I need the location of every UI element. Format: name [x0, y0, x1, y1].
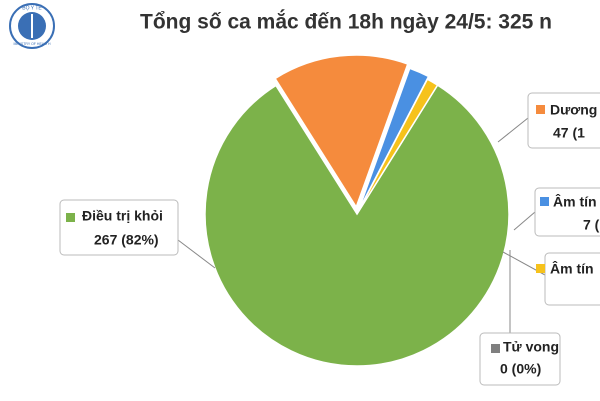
- chart-title: Tổng số ca mắc đến 18h ngày 24/5: 325 n: [140, 10, 552, 34]
- leader-line: [513, 211, 536, 231]
- category-label: Âm tín: [553, 193, 597, 210]
- category-label: Tử vong: [503, 339, 559, 355]
- legend-swatch: [66, 213, 75, 222]
- legend-swatch: [536, 105, 545, 114]
- label-box: [527, 92, 600, 149]
- label-box: [59, 199, 179, 256]
- leader-line: [497, 117, 529, 143]
- leader-line: [177, 239, 216, 269]
- category-label: Điều trị khỏi: [82, 208, 163, 224]
- label-box: [544, 252, 600, 306]
- pie-slice: [274, 54, 409, 209]
- pie-slice: [357, 67, 430, 212]
- category-label: Âm tín: [550, 260, 594, 277]
- legend-swatch: [491, 344, 500, 353]
- logo: BỘ Y TẾ MINISTRY OF HEALTH: [9, 3, 55, 49]
- value-label: 267 (82%): [94, 232, 159, 248]
- pie-slice: [356, 78, 439, 215]
- category-label: Dương: [550, 102, 597, 118]
- legend-swatch: [536, 264, 545, 273]
- logo-top: BỘ Y TẾ: [22, 4, 42, 11]
- value-label: 7 (: [583, 217, 600, 233]
- legend-swatch: [540, 197, 549, 206]
- value-label: 0 (0%): [500, 361, 541, 377]
- logo-bottom: MINISTRY OF HEALTH: [14, 42, 51, 46]
- value-label: 47 (1: [553, 125, 585, 141]
- label-box: [534, 187, 600, 237]
- pie-slice: [204, 84, 510, 367]
